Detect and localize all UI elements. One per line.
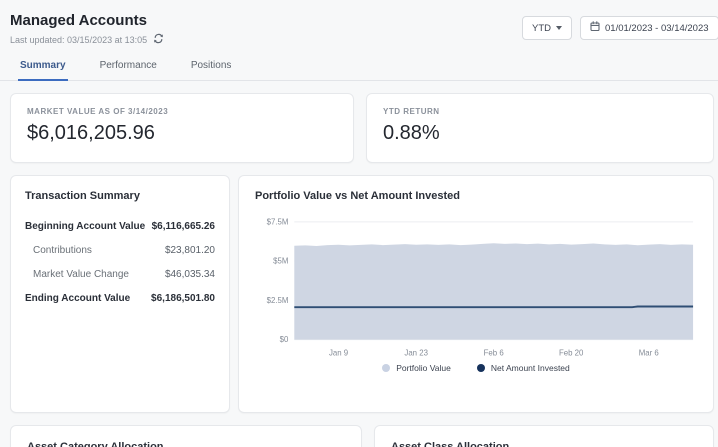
svg-text:Feb 6: Feb 6 — [484, 348, 505, 357]
calendar-icon — [590, 21, 600, 35]
tab-summary[interactable]: Summary — [18, 54, 68, 81]
market-value-card: MARKET VALUE AS OF 3/14/2023 $6,016,205.… — [10, 93, 354, 163]
header-controls: YTD 01/01/2023 - 03/14/2023 — [522, 16, 718, 40]
portfolio-chart-card: Portfolio Value vs Net Amount Invested $… — [238, 175, 714, 413]
svg-text:Feb 20: Feb 20 — [559, 348, 584, 357]
summary-chart-row: Transaction Summary Beginning Account Va… — [10, 175, 714, 413]
row-value: $6,116,665.26 — [151, 220, 215, 232]
legend-item-portfolio-value: Portfolio Value — [382, 363, 451, 373]
ytd-return-label: YTD RETURN — [383, 107, 440, 116]
net-amount-invested-dot-icon — [476, 364, 485, 373]
transaction-summary-rows: Beginning Account Value $6,116,665.26 Co… — [25, 214, 215, 310]
table-row: Beginning Account Value $6,116,665.26 — [25, 214, 215, 238]
svg-text:Jan 23: Jan 23 — [404, 348, 428, 357]
table-row: Ending Account Value $6,186,501.80 — [25, 286, 215, 310]
last-updated-row: Last updated: 03/15/2023 at 13:05 — [10, 33, 718, 46]
svg-text:Jan 9: Jan 9 — [329, 348, 348, 357]
svg-text:Mar 6: Mar 6 — [639, 348, 660, 357]
market-value-label: MARKET VALUE AS OF 3/14/2023 — [27, 107, 169, 116]
portfolio-chart-title: Portfolio Value vs Net Amount Invested — [255, 190, 460, 202]
row-value: $46,035.34 — [164, 268, 215, 280]
svg-text:$5M: $5M — [273, 257, 288, 266]
ytd-return-card: YTD RETURN 0.88% — [366, 93, 714, 163]
table-row: Contributions $23,801.20 — [25, 238, 215, 262]
svg-text:$0: $0 — [280, 335, 289, 344]
portfolio-chart-svg: $7.5M $5M $2.5M $0 Jan 9 Jan 23 Feb 6 Feb 20 Mar… — [267, 217, 694, 357]
date-range-button[interactable]: 01/01/2023 - 03/14/2023 — [580, 16, 718, 40]
refresh-button[interactable] — [152, 33, 165, 46]
transaction-summary-card: Transaction Summary Beginning Account Va… — [10, 175, 230, 413]
table-row: Market Value Change $46,035.34 — [25, 262, 215, 286]
chart-legend: Portfolio Value Net Amount Invested — [255, 363, 697, 373]
last-updated-text: Last updated: 03/15/2023 at 13:05 — [10, 34, 148, 45]
asset-category-allocation-title: Asset Category Allocation — [27, 441, 164, 447]
legend-label: Portfolio Value — [396, 363, 451, 374]
svg-text:$7.5M: $7.5M — [267, 217, 289, 226]
page-header: Managed Accounts Last updated: 03/15/202… — [0, 0, 718, 46]
portfolio-value-dot-icon — [382, 364, 391, 373]
range-selector-label: YTD — [532, 22, 551, 34]
asset-class-allocation-card: Asset Class Allocation — [374, 425, 714, 447]
chevron-down-icon — [556, 26, 562, 30]
tab-bar: Summary Performance Positions — [0, 54, 718, 81]
range-selector-button[interactable]: YTD — [522, 16, 572, 40]
transaction-summary-title: Transaction Summary — [25, 190, 140, 202]
tab-performance[interactable]: Performance — [99, 60, 157, 71]
legend-item-net-amount-invested: Net Amount Invested — [476, 363, 570, 374]
row-label: Ending Account Value — [25, 292, 131, 304]
svg-text:$2.5M: $2.5M — [267, 296, 289, 305]
metrics-row: MARKET VALUE AS OF 3/14/2023 $6,016,205.… — [10, 93, 714, 163]
legend-label: Net Amount Invested — [490, 363, 570, 374]
refresh-icon — [153, 32, 164, 47]
ytd-return-amount: 0.88% — [383, 122, 440, 144]
row-label: Market Value Change — [33, 268, 129, 280]
asset-class-allocation-title: Asset Class Allocation — [391, 441, 510, 447]
market-value-amount: $6,016,205.96 — [27, 122, 155, 144]
row-label: Contributions — [33, 244, 92, 256]
allocation-row: Asset Category Allocation Asset Class Al… — [10, 425, 714, 447]
portfolio-chart: $7.5M $5M $2.5M $0 Jan 9 Jan 23 Feb 6 Feb 20 Mar… — [255, 212, 697, 373]
tab-positions[interactable]: Positions — [190, 60, 232, 71]
date-range-label: 01/01/2023 - 03/14/2023 — [605, 22, 709, 34]
row-value: $6,186,501.80 — [151, 292, 215, 304]
row-value: $23,801.20 — [164, 244, 215, 256]
page-title: Managed Accounts — [10, 12, 147, 29]
asset-category-allocation-card: Asset Category Allocation — [10, 425, 362, 447]
row-label: Beginning Account Value — [25, 220, 146, 232]
